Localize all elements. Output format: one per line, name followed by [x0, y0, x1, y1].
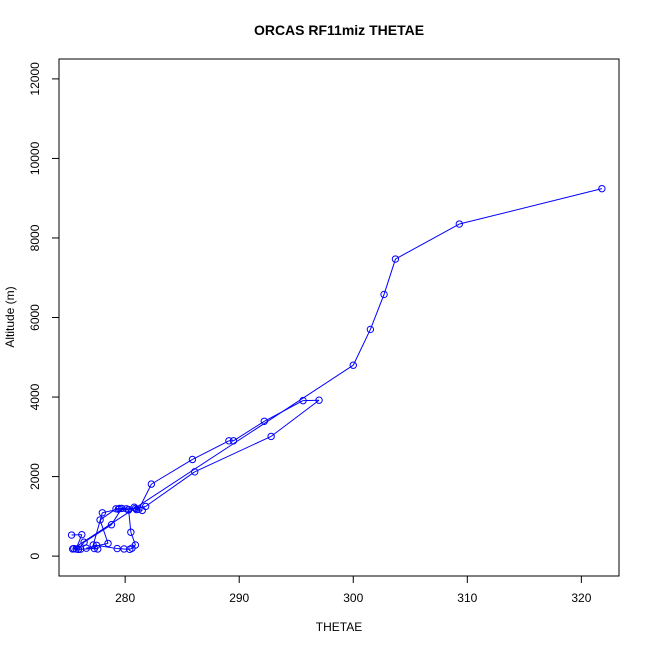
series-line-segment [383, 258, 396, 295]
y-tick-label: 0 [28, 552, 42, 559]
data-point [131, 504, 140, 513]
data-point [260, 417, 268, 425]
data-point [349, 361, 357, 369]
data-point [107, 520, 116, 529]
data-point [147, 480, 156, 488]
data-point [455, 220, 464, 228]
y-tick-label: 4000 [28, 383, 42, 410]
data-point [188, 455, 197, 464]
data-point [94, 545, 102, 553]
data-point [89, 541, 97, 549]
y-axis-label: Altitude (m) [3, 286, 17, 347]
data-point [131, 541, 140, 549]
series-line-segment [129, 547, 133, 550]
y-tick-label: 2000 [28, 463, 42, 490]
series-line-segment [369, 294, 385, 330]
series-line-segment [102, 508, 119, 514]
x-axis: 280 290 300 310 320 [115, 575, 592, 605]
data-point [98, 509, 107, 517]
data-point [391, 255, 400, 263]
x-tick-label: 280 [115, 591, 135, 605]
series-line-segment [72, 364, 354, 550]
data-point [67, 531, 76, 539]
y-tick-label: 10000 [28, 141, 42, 175]
data-point [366, 325, 375, 334]
series-line-segment [233, 420, 265, 442]
series-line-segment [138, 483, 152, 510]
data-point [267, 432, 275, 441]
data-point [92, 541, 101, 550]
data-point [80, 538, 88, 546]
data-point [229, 437, 238, 445]
x-tick-label: 310 [457, 591, 477, 605]
data-point [68, 545, 77, 553]
series-line-segment [192, 440, 230, 460]
data-point [598, 184, 606, 193]
series-layer [67, 184, 606, 554]
data-point [104, 539, 112, 548]
series-line-segment [151, 459, 193, 485]
data-point [380, 290, 388, 299]
series-line-segment [194, 435, 272, 473]
plot-frame [58, 58, 620, 577]
data-point [127, 528, 135, 536]
y-tick-label: 6000 [28, 304, 42, 331]
y-tick-label: 12000 [28, 62, 42, 96]
series-line-segment [145, 471, 196, 507]
data-point [225, 437, 233, 445]
series-line-segment [395, 223, 460, 260]
data-point [191, 468, 199, 476]
data-point [74, 545, 83, 554]
data-point [96, 516, 104, 524]
series-line-segment [270, 399, 320, 437]
series-line-segment [352, 329, 371, 366]
data-point [299, 396, 307, 405]
data-point [114, 505, 123, 513]
series-line-segment [130, 532, 136, 546]
series-line-segment [99, 519, 109, 544]
data-point [118, 504, 126, 513]
x-axis-label: THETAE [316, 620, 362, 634]
data-point [141, 502, 150, 511]
x-tick-label: 300 [343, 591, 363, 605]
series-line-segment [83, 524, 112, 543]
data-point [315, 396, 323, 404]
data-point [120, 545, 128, 553]
y-axis: 0 2000 4000 6000 8000 10000 12000 [28, 62, 60, 559]
series-line-segment [92, 512, 103, 546]
x-tick-label: 290 [229, 591, 249, 605]
y-tick-label: 8000 [28, 224, 42, 251]
data-point [135, 505, 143, 513]
x-tick-label: 320 [571, 591, 591, 605]
series-line-segment [459, 188, 603, 225]
data-point [124, 505, 133, 514]
data-point [78, 530, 86, 539]
chart-title: ORCAS RF11miz THETAE [254, 22, 424, 38]
